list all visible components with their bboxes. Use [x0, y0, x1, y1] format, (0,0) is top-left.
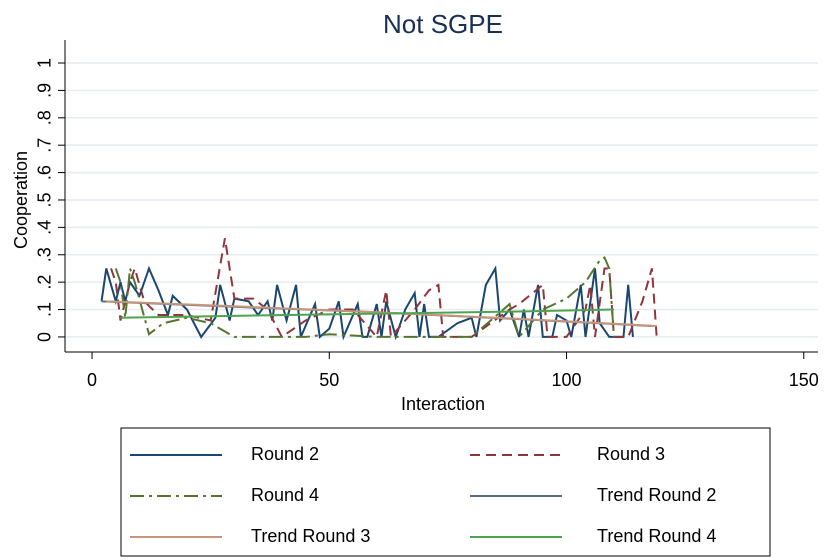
- y-tick-label: .5: [35, 192, 55, 207]
- series-line: [110, 238, 658, 340]
- y-tick-label: .4: [35, 220, 55, 235]
- y-tick-label: .6: [35, 165, 55, 180]
- x-axis-label: Interaction: [401, 394, 485, 414]
- legend-label: Trend Round 4: [597, 526, 716, 546]
- series-line: [106, 300, 657, 327]
- y-tick-label: .2: [35, 275, 55, 290]
- chart-title: Not SGPE: [383, 9, 503, 39]
- y-axis-label: Cooperation: [11, 151, 31, 249]
- y-tick-label: .3: [35, 247, 55, 262]
- x-tick-label: 150: [789, 370, 819, 390]
- legend-label: Trend Round 3: [251, 526, 370, 546]
- y-tick-label: .8: [35, 110, 55, 125]
- y-tick-label: .1: [35, 302, 55, 317]
- x-tick-label: 50: [319, 370, 339, 390]
- x-tick-label: 0: [87, 370, 97, 390]
- legend-label: Round 3: [597, 444, 665, 464]
- legend-label: Round 4: [251, 485, 319, 505]
- legend-label: Round 2: [251, 444, 319, 464]
- legend-box: [120, 427, 771, 557]
- x-tick-label: 100: [552, 370, 582, 390]
- y-tick-label: .7: [35, 138, 55, 153]
- series-line: [120, 308, 614, 319]
- y-tick-label: 1: [35, 58, 55, 68]
- y-tick-label: .9: [35, 83, 55, 98]
- legend-label: Trend Round 2: [597, 485, 716, 505]
- series-line: [100, 265, 634, 341]
- series-line: [114, 256, 615, 339]
- y-tick-label: 0: [35, 332, 55, 342]
